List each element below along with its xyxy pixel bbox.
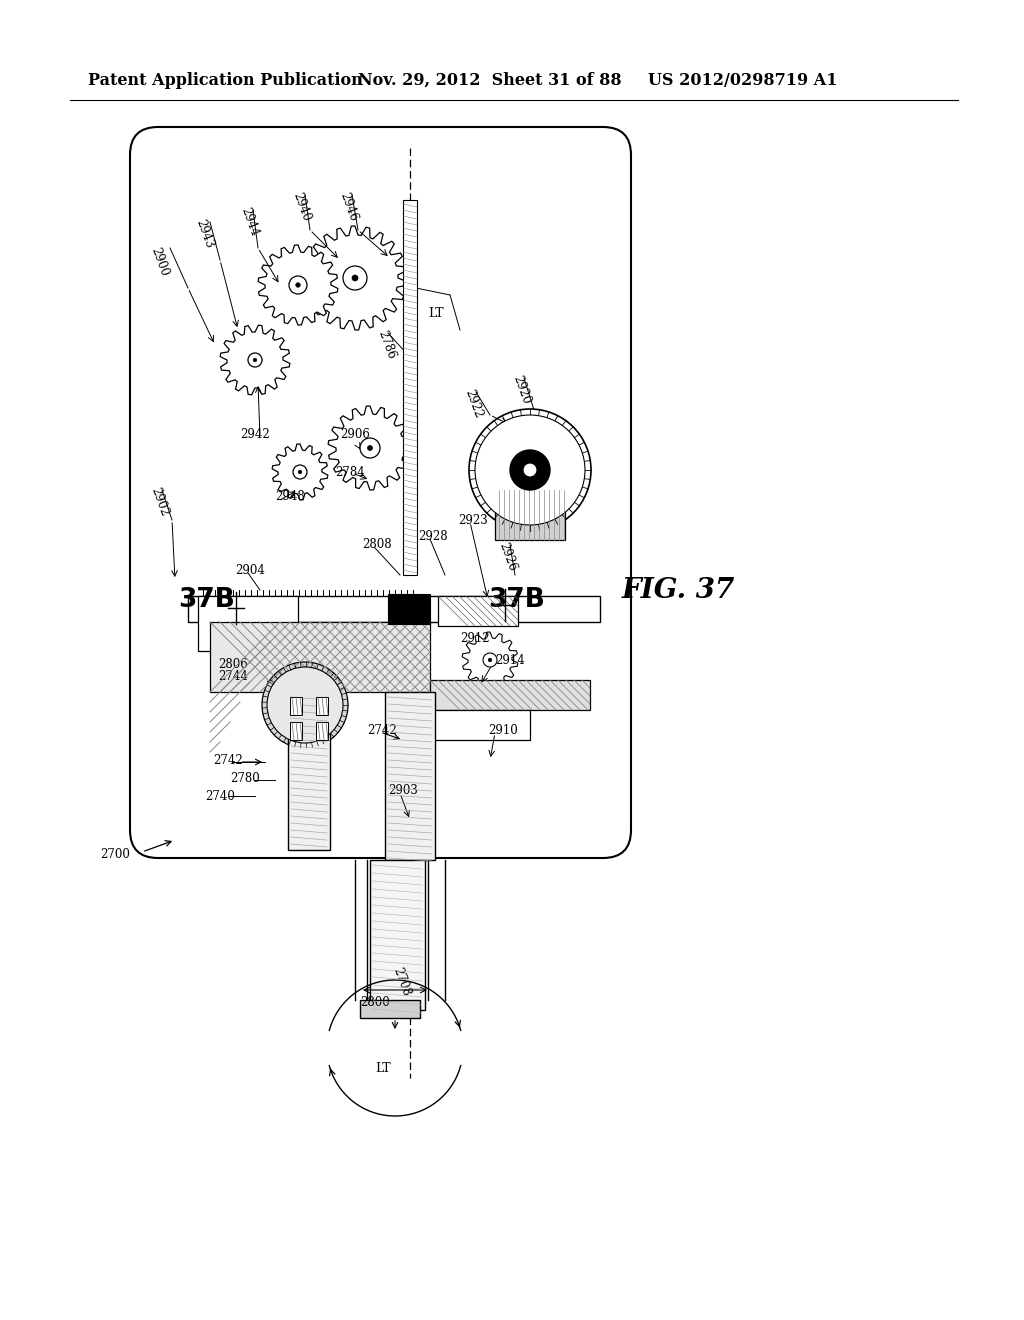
Circle shape bbox=[483, 653, 497, 667]
Text: 2940: 2940 bbox=[290, 190, 312, 223]
Bar bbox=[316, 722, 328, 741]
Text: 2920: 2920 bbox=[510, 374, 532, 407]
Text: 2946: 2946 bbox=[337, 190, 359, 223]
Circle shape bbox=[262, 663, 348, 748]
Text: 2784: 2784 bbox=[335, 466, 365, 479]
Polygon shape bbox=[328, 407, 412, 490]
Text: 2806: 2806 bbox=[218, 659, 248, 672]
Circle shape bbox=[293, 465, 307, 479]
Text: 2786: 2786 bbox=[375, 329, 397, 360]
Polygon shape bbox=[303, 226, 407, 330]
Circle shape bbox=[469, 409, 591, 531]
Text: 2700: 2700 bbox=[100, 849, 130, 862]
Circle shape bbox=[298, 470, 302, 474]
Circle shape bbox=[488, 659, 492, 661]
Text: US 2012/0298719 A1: US 2012/0298719 A1 bbox=[648, 73, 838, 88]
Text: 2923: 2923 bbox=[458, 513, 487, 527]
Polygon shape bbox=[462, 632, 518, 688]
Circle shape bbox=[352, 275, 358, 281]
Polygon shape bbox=[272, 444, 328, 500]
Text: 2808: 2808 bbox=[362, 539, 391, 552]
Bar bbox=[438, 597, 518, 626]
Text: LT: LT bbox=[428, 308, 443, 319]
Bar bbox=[495, 490, 565, 540]
Polygon shape bbox=[220, 325, 290, 395]
Circle shape bbox=[343, 267, 367, 290]
Bar bbox=[316, 697, 328, 715]
Bar bbox=[403, 201, 417, 576]
Text: FIG. 37: FIG. 37 bbox=[622, 577, 735, 603]
Text: 2742: 2742 bbox=[367, 723, 396, 737]
Text: 2942: 2942 bbox=[240, 429, 269, 441]
Text: 2914: 2914 bbox=[495, 653, 524, 667]
Bar bbox=[385, 692, 435, 861]
Text: 2928: 2928 bbox=[418, 529, 447, 543]
Text: Patent Application Publication: Patent Application Publication bbox=[88, 73, 362, 88]
Bar bbox=[360, 1001, 420, 1018]
Text: 2740: 2740 bbox=[205, 789, 234, 803]
Text: 37B: 37B bbox=[178, 587, 234, 612]
Circle shape bbox=[289, 276, 307, 294]
Text: 2912: 2912 bbox=[460, 631, 489, 644]
Text: 37B: 37B bbox=[488, 587, 545, 612]
Bar bbox=[188, 597, 600, 622]
Circle shape bbox=[475, 414, 585, 525]
Text: 2924: 2924 bbox=[527, 416, 550, 447]
Circle shape bbox=[510, 450, 550, 490]
Circle shape bbox=[296, 282, 300, 288]
Circle shape bbox=[368, 446, 373, 450]
Text: 2906: 2906 bbox=[340, 429, 370, 441]
Text: 2910: 2910 bbox=[488, 723, 518, 737]
Bar bbox=[210, 622, 430, 692]
Text: 2708: 2708 bbox=[390, 965, 413, 998]
Polygon shape bbox=[258, 246, 338, 325]
Circle shape bbox=[523, 463, 537, 477]
Circle shape bbox=[267, 667, 343, 743]
Bar bbox=[430, 710, 530, 741]
Text: 2780: 2780 bbox=[230, 771, 260, 784]
Text: 2742: 2742 bbox=[213, 754, 243, 767]
Text: 2922: 2922 bbox=[462, 388, 484, 420]
Circle shape bbox=[360, 438, 380, 458]
Text: 2800: 2800 bbox=[360, 995, 390, 1008]
Text: 2744: 2744 bbox=[218, 671, 248, 684]
Bar bbox=[370, 861, 425, 1010]
Bar bbox=[290, 722, 302, 741]
Bar bbox=[290, 697, 302, 715]
Bar bbox=[388, 594, 430, 624]
Text: Nov. 29, 2012  Sheet 31 of 88: Nov. 29, 2012 Sheet 31 of 88 bbox=[358, 73, 622, 88]
Text: 2902: 2902 bbox=[148, 486, 170, 517]
Text: 2903: 2903 bbox=[388, 784, 418, 796]
Bar bbox=[430, 680, 590, 710]
Text: LT: LT bbox=[375, 1063, 390, 1074]
Bar bbox=[198, 597, 298, 651]
Bar bbox=[288, 692, 330, 850]
Circle shape bbox=[248, 352, 262, 367]
Text: 2926: 2926 bbox=[496, 541, 518, 573]
Circle shape bbox=[253, 358, 257, 362]
Text: 2944: 2944 bbox=[238, 206, 260, 238]
Text: 2900: 2900 bbox=[148, 246, 170, 279]
Text: 2943: 2943 bbox=[193, 218, 215, 249]
Text: 2904: 2904 bbox=[234, 564, 265, 577]
Text: 2948: 2948 bbox=[275, 491, 305, 503]
